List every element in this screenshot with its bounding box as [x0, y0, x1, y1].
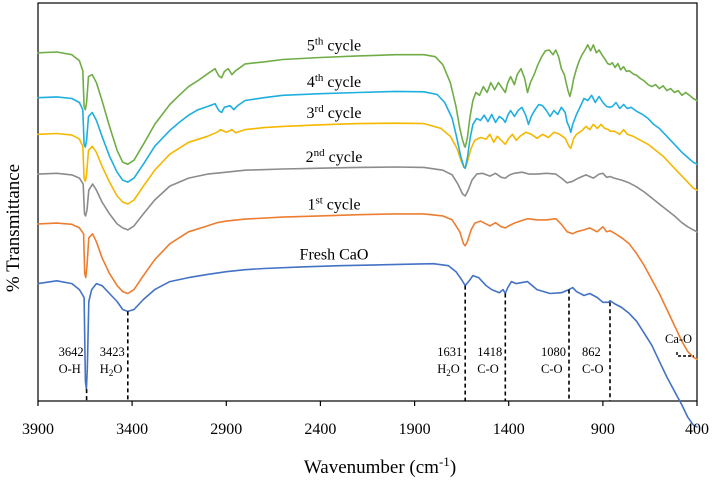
peak-wavenumber-co_c: 862 — [582, 345, 601, 359]
peak-markers: 3642 O-H 3423 H2O 1631 H2O 1418 C-O 1080 C-O 862 C-… — [59, 285, 694, 401]
series-line-c2 — [37, 166, 698, 233]
series-label-c3: 3rd cycle — [307, 103, 362, 122]
peak-group-h2o_b: H2O — [437, 362, 460, 378]
x-tick-label: 3900 — [22, 421, 54, 438]
series-line-c4 — [37, 90, 698, 183]
peak-group-co_c: C-O — [582, 362, 604, 376]
x-tick-label: 2400 — [304, 421, 336, 438]
peak-wavenumber-h2o_a: 3423 — [100, 345, 125, 359]
plot-area — [37, 2, 698, 402]
x-tick-label: 2900 — [210, 421, 242, 438]
series-label-c2: 2nd cycle — [306, 147, 363, 166]
series-label-fresh: Fresh CaO — [300, 247, 369, 264]
series-label-c1: 1st cycle — [307, 194, 360, 213]
plot-border — [37, 2, 698, 402]
peak-wavenumber-h2o_b: 1631 — [437, 345, 462, 359]
peak-group-oh: O-H — [59, 362, 81, 376]
peak-wavenumber-co_b: 1080 — [541, 345, 566, 359]
peak-group-co_b: C-O — [541, 362, 563, 376]
cao-label: Ca-O — [665, 332, 692, 346]
x-tick-label: 3400 — [116, 421, 148, 438]
y-axis-title: % Transmittance — [3, 164, 24, 292]
peak-group-co_a: C-O — [477, 362, 499, 376]
x-tick-label: 400 — [685, 421, 709, 438]
series-line-c1 — [37, 213, 698, 360]
peak-group-h2o_a: H2O — [100, 362, 123, 378]
x-tick-label: 1900 — [399, 421, 431, 438]
x-axis-title: Wavenumber (cm-1) — [304, 454, 456, 478]
peak-wavenumber-co_a: 1418 — [477, 345, 502, 359]
x-axis-ticks: 3900 3400 2900 2400 1900 1400 900 400 — [22, 401, 709, 438]
series-labels: Fresh CaO 1st cycle 2nd cycle 3rd cycle 4th … — [300, 36, 369, 264]
peak-wavenumber-oh: 3642 — [59, 345, 84, 359]
series-label-c4: 4th cycle — [307, 72, 361, 91]
series-layer — [37, 44, 698, 428]
x-tick-label: 1400 — [493, 421, 525, 438]
series-line-fresh — [37, 262, 698, 428]
cao-bracket — [676, 352, 694, 357]
series-line-c3 — [37, 122, 698, 205]
series-line-c5 — [37, 44, 698, 165]
x-tick-label: 900 — [591, 421, 615, 438]
series-label-c5: 5th cycle — [307, 36, 361, 55]
